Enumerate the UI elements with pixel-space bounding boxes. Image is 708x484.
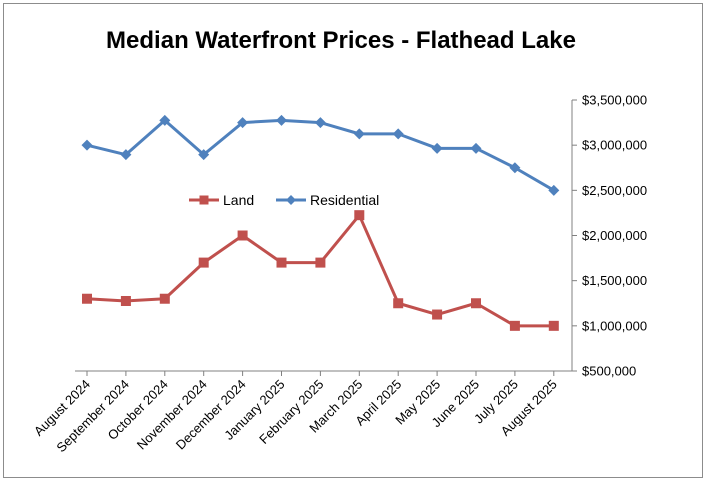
legend-marker [199,195,209,205]
y-tick-label: $3,500,000 [582,93,647,108]
series-layer [81,114,560,331]
y-tick-label: $1,000,000 [582,318,647,333]
y-tick-label: $500,000 [582,364,636,379]
data-point [120,295,131,306]
data-point [470,142,482,154]
y-tick-label: $1,500,000 [582,273,647,288]
series-land [82,210,559,331]
y-tick-label: $2,000,000 [582,228,647,243]
data-point [471,298,481,309]
line-chart: Median Waterfront Prices - Flathead Lake… [31,27,647,456]
chart-frame: Median Waterfront Prices - Flathead Lake… [3,3,703,478]
data-point [237,117,249,129]
legend-label: Land [223,192,254,208]
data-point [276,257,287,268]
data-point [354,210,365,221]
data-point [159,293,170,304]
data-point [314,117,326,129]
data-point [393,298,404,309]
series-line [86,213,554,328]
data-point [81,139,93,151]
legend-item-land: Land [189,192,254,208]
data-point [548,184,560,196]
series-line [86,118,555,192]
series-residential [81,114,560,196]
data-point [159,114,171,126]
y-tick-label: $3,000,000 [582,138,647,153]
x-tick-label: November 2024 [134,377,210,453]
data-point [198,149,210,161]
data-point [431,142,443,154]
data-point [276,114,287,126]
chart-title: Median Waterfront Prices - Flathead Lake [106,27,576,54]
axes: $500,000 $1,000,000 $1,500,000 $2,000,000 $2… [31,93,647,456]
data-point [548,320,559,331]
y-tick-label: $2,500,000 [582,183,647,198]
data-point [392,128,404,140]
data-point [198,257,209,268]
data-point [120,149,132,161]
data-point [237,230,248,241]
legend: Land Residential [189,192,379,208]
data-point [315,257,326,268]
data-point [353,128,365,140]
data-point [432,309,443,320]
x-tick-label: December 2024 [173,377,249,453]
legend-item-residential: Residential [276,192,379,208]
data-point [509,320,520,331]
data-point [82,293,92,304]
legend-marker [286,195,296,205]
data-point [509,162,521,174]
legend-label: Residential [310,192,379,208]
